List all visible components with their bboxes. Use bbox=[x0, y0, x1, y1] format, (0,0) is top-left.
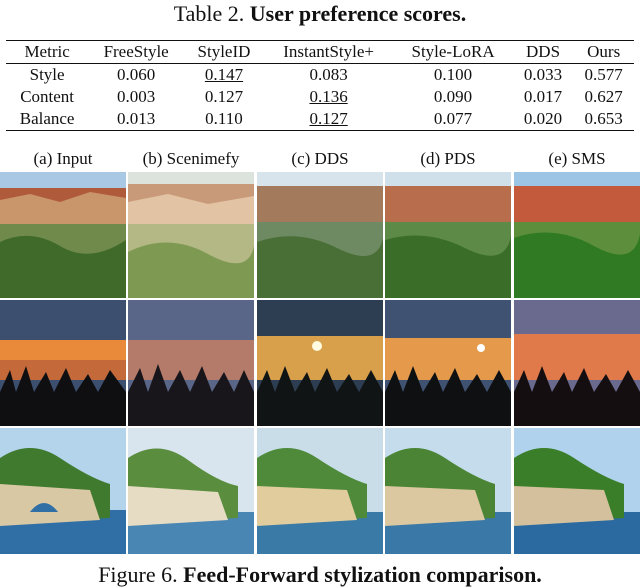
table-header-row: Metric FreeStyle StyleID InstantStyle+ S… bbox=[6, 40, 634, 64]
table-cell: 0.090 bbox=[433, 87, 473, 106]
sunset-pds-image bbox=[385, 300, 511, 426]
header-dds: DDS bbox=[526, 42, 561, 61]
figure-column-labels: (a) Input (b) Scenimefy (c) DDS (d) PDS … bbox=[0, 148, 640, 170]
column-label-scenimefy: (b) Scenimefy bbox=[142, 149, 240, 168]
header-ours: Ours bbox=[587, 42, 621, 61]
sunset-sms-image bbox=[514, 300, 640, 426]
table-cell: 0.017 bbox=[523, 87, 563, 106]
table-cell: 0.020 bbox=[523, 109, 563, 128]
column-label-dds: (c) DDS bbox=[291, 149, 349, 168]
table-cell: 0.013 bbox=[117, 109, 156, 128]
table-cell-best: 0.627 bbox=[584, 87, 623, 106]
canyon-scenimefy-image bbox=[128, 172, 254, 298]
figure-caption-label: Figure 6. bbox=[98, 562, 178, 587]
cliff-pds-image bbox=[385, 428, 511, 554]
figure-caption-title: Feed-Forward stylization comparison. bbox=[183, 562, 542, 587]
row-metric: Balance bbox=[19, 109, 75, 128]
table-row: Content 0.003 0.127 0.136 0.090 0.017 0.… bbox=[6, 86, 634, 108]
sunset-input-image bbox=[0, 300, 126, 426]
table-row: Style 0.060 0.147 0.083 0.100 0.033 0.57… bbox=[6, 64, 634, 87]
canyon-pds-image bbox=[385, 172, 511, 298]
header-freestyle: FreeStyle bbox=[103, 42, 169, 61]
table-cell: 0.077 bbox=[433, 109, 473, 128]
sunset-dds-image bbox=[257, 300, 383, 426]
table-cell: 0.003 bbox=[117, 87, 156, 106]
cliff-scenimefy-image bbox=[128, 428, 254, 554]
table-cell-second-best: 0.147 bbox=[204, 65, 244, 84]
table-caption-title: User preference scores. bbox=[249, 1, 467, 26]
table-cell: 0.110 bbox=[205, 109, 243, 128]
row-metric: Style bbox=[29, 65, 65, 84]
table-caption: Table 2. User preference scores. bbox=[0, 2, 640, 26]
table-cell-best: 0.653 bbox=[584, 109, 623, 128]
header-instantstyle: InstantStyle+ bbox=[283, 42, 374, 61]
table-cell-second-best: 0.127 bbox=[309, 109, 348, 128]
cliff-dds-image bbox=[257, 428, 383, 554]
header-metric: Metric bbox=[24, 42, 70, 61]
table-caption-label: Table 2. bbox=[173, 1, 245, 26]
table-cell-second-best: 0.136 bbox=[309, 87, 348, 106]
cliff-sms-image bbox=[514, 428, 640, 554]
table-cell: 0.127 bbox=[204, 87, 244, 106]
row-metric: Content bbox=[20, 87, 75, 106]
table-cell: 0.100 bbox=[433, 65, 473, 84]
column-label-pds: (d) PDS bbox=[420, 149, 476, 168]
table-cell: 0.083 bbox=[309, 65, 348, 84]
column-label-sms: (e) SMS bbox=[548, 149, 606, 168]
sunset-scenimefy-image bbox=[128, 300, 254, 426]
header-styleid: StyleID bbox=[197, 42, 251, 61]
figure-caption: Figure 6. Feed-Forward stylization compa… bbox=[0, 562, 640, 588]
table-cell: 0.033 bbox=[523, 65, 563, 84]
table-cell: 0.060 bbox=[117, 65, 156, 84]
table-row: Balance 0.013 0.110 0.127 0.077 0.020 0.… bbox=[6, 108, 634, 131]
canyon-input-image bbox=[0, 172, 126, 298]
column-label-input: (a) Input bbox=[33, 149, 93, 168]
user-preference-table: Metric FreeStyle StyleID InstantStyle+ S… bbox=[6, 40, 634, 131]
canyon-sms-image bbox=[514, 172, 640, 298]
header-style-lora: Style-LoRA bbox=[411, 42, 495, 61]
cliff-input-image bbox=[0, 428, 126, 554]
canyon-dds-image bbox=[257, 172, 383, 298]
table-cell-best: 0.577 bbox=[584, 65, 623, 84]
